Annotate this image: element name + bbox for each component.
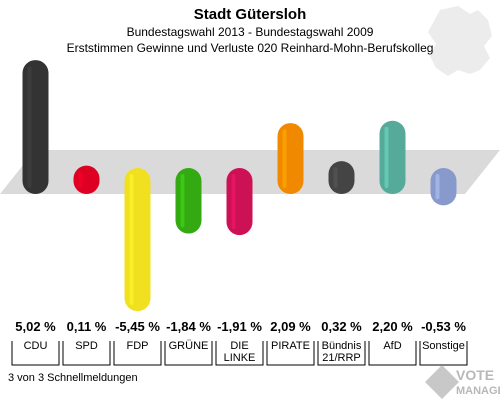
value-label-6: 0,32 % xyxy=(321,319,362,334)
bar-highlight-7 xyxy=(384,126,389,188)
category-label-2-0: FDP xyxy=(127,340,149,352)
bar-5 xyxy=(277,123,304,194)
germany-map-icon xyxy=(428,6,492,76)
bar-0 xyxy=(22,60,49,194)
bar-3 xyxy=(175,168,202,234)
vote-manager-logo: VOTE MANAGER xyxy=(425,365,500,399)
svg-text:VOTE: VOTE xyxy=(456,367,494,383)
bar-4 xyxy=(226,168,253,236)
bars-group xyxy=(22,60,457,312)
value-label-0: 5,02 % xyxy=(15,319,56,334)
category-bracket-6 xyxy=(317,341,366,366)
category-bracket-3 xyxy=(164,341,213,366)
value-label-8: -0,53 % xyxy=(421,319,466,334)
category-label-6-0: Bündnis xyxy=(322,340,362,352)
status-text: 3 von 3 Schnellmeldungen xyxy=(8,372,138,384)
category-label-5-0: PIRATE xyxy=(271,340,310,352)
bar-highlight-8 xyxy=(435,174,440,200)
category-bracket-4 xyxy=(215,341,264,366)
value-label-1: 0,11 % xyxy=(67,319,107,334)
bar-highlight-1 xyxy=(78,171,83,188)
bar-8 xyxy=(430,168,457,206)
category-label-1-0: SPD xyxy=(75,340,98,352)
bar-2 xyxy=(124,168,151,312)
value-label-4: -1,91 % xyxy=(217,319,262,334)
bar-highlight-0 xyxy=(27,66,32,188)
bar-7 xyxy=(379,120,406,194)
bar-highlight-3 xyxy=(180,174,185,228)
category-bracket-1 xyxy=(62,341,111,366)
category-label-0-0: CDU xyxy=(24,340,48,352)
bar-highlight-2 xyxy=(129,174,134,306)
category-bracket-2 xyxy=(113,341,162,366)
value-label-3: -1,84 % xyxy=(166,319,211,334)
bar-6 xyxy=(328,161,355,194)
category-bracket-7 xyxy=(368,341,417,366)
category-label-3-0: GRÜNE xyxy=(169,340,209,352)
value-labels-group: 5,02 % 0,11 % -5,45 % -1,84 % -1,91 % 2,09 % 0… xyxy=(15,319,466,334)
chart-subtitle-2: Erststimmen Gewinne und Verluste 020 Rei… xyxy=(67,41,434,55)
chart-title: Stadt Gütersloh xyxy=(194,6,307,23)
bar-highlight-6 xyxy=(333,167,338,188)
category-label-4-0: DIE xyxy=(230,340,248,352)
chart-subtitle: Bundestagswahl 2013 - Bundestagswahl 200… xyxy=(127,25,374,39)
bar-1 xyxy=(73,165,100,194)
svg-text:MANAGER: MANAGER xyxy=(456,385,500,397)
category-label-4-1: LINKE xyxy=(224,352,256,364)
category-label-8-0: Sonstige xyxy=(422,340,465,352)
value-label-2: -5,45 % xyxy=(115,319,160,334)
category-label-7-0: AfD xyxy=(383,340,401,352)
category-bracket-5 xyxy=(266,341,315,366)
category-bracket-0 xyxy=(11,341,60,366)
value-label-5: 2,09 % xyxy=(270,319,311,334)
bar-highlight-4 xyxy=(231,174,236,230)
category-bracket-8 xyxy=(419,341,468,366)
category-label-6-1: 21/RRP xyxy=(322,352,361,364)
value-label-7: 2,20 % xyxy=(372,319,413,334)
bar-highlight-5 xyxy=(282,129,287,188)
